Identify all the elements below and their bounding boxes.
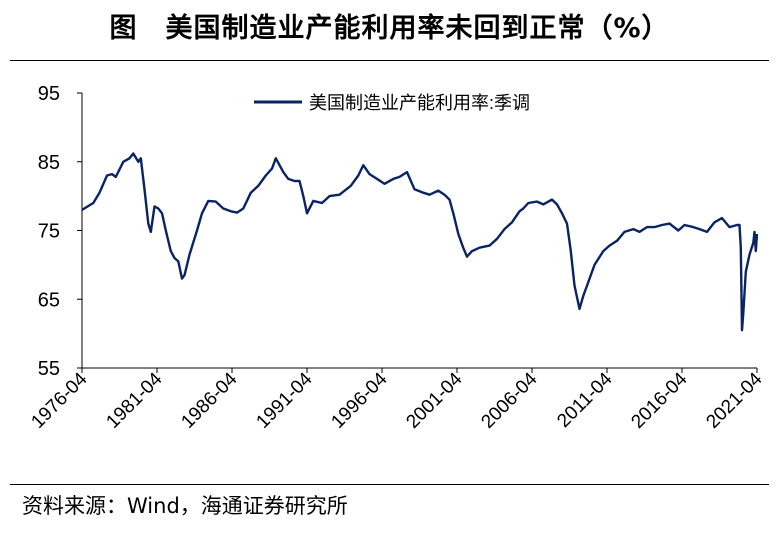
x-tick-label: 1991-04 [252, 368, 316, 432]
series-line [81, 152, 759, 332]
legend: 美国制造业产能利用率:季调 [254, 93, 530, 113]
legend-label: 美国制造业产能利用率:季调 [309, 93, 530, 113]
x-tick-label: 1981-04 [102, 368, 166, 432]
chart-title: 图 美国制造业产能利用率未回到正常（%） [109, 13, 670, 44]
x-tick-label: 2016-04 [627, 368, 691, 432]
x-tick-label: 2006-04 [477, 368, 541, 432]
x-tick-label: 1986-04 [177, 368, 241, 432]
x-tick-label: 2001-04 [402, 368, 466, 432]
top-divider [10, 60, 769, 61]
x-tick-label: 1996-04 [327, 368, 391, 432]
y-tick-label: 95 [38, 83, 60, 105]
y-tick-label: 85 [38, 152, 60, 174]
y-tick-label: 55 [38, 358, 60, 380]
series-layer [81, 152, 759, 332]
bottom-divider [10, 484, 769, 485]
chart-axes [77, 92, 758, 373]
x-tick-label: 2021-04 [702, 368, 766, 432]
y-tick-label: 75 [38, 221, 60, 243]
x-tick-label: 2011-04 [553, 368, 616, 431]
y-tick-label: 65 [38, 289, 60, 311]
source-note: 资料来源：Wind，海通证券研究所 [22, 494, 348, 518]
